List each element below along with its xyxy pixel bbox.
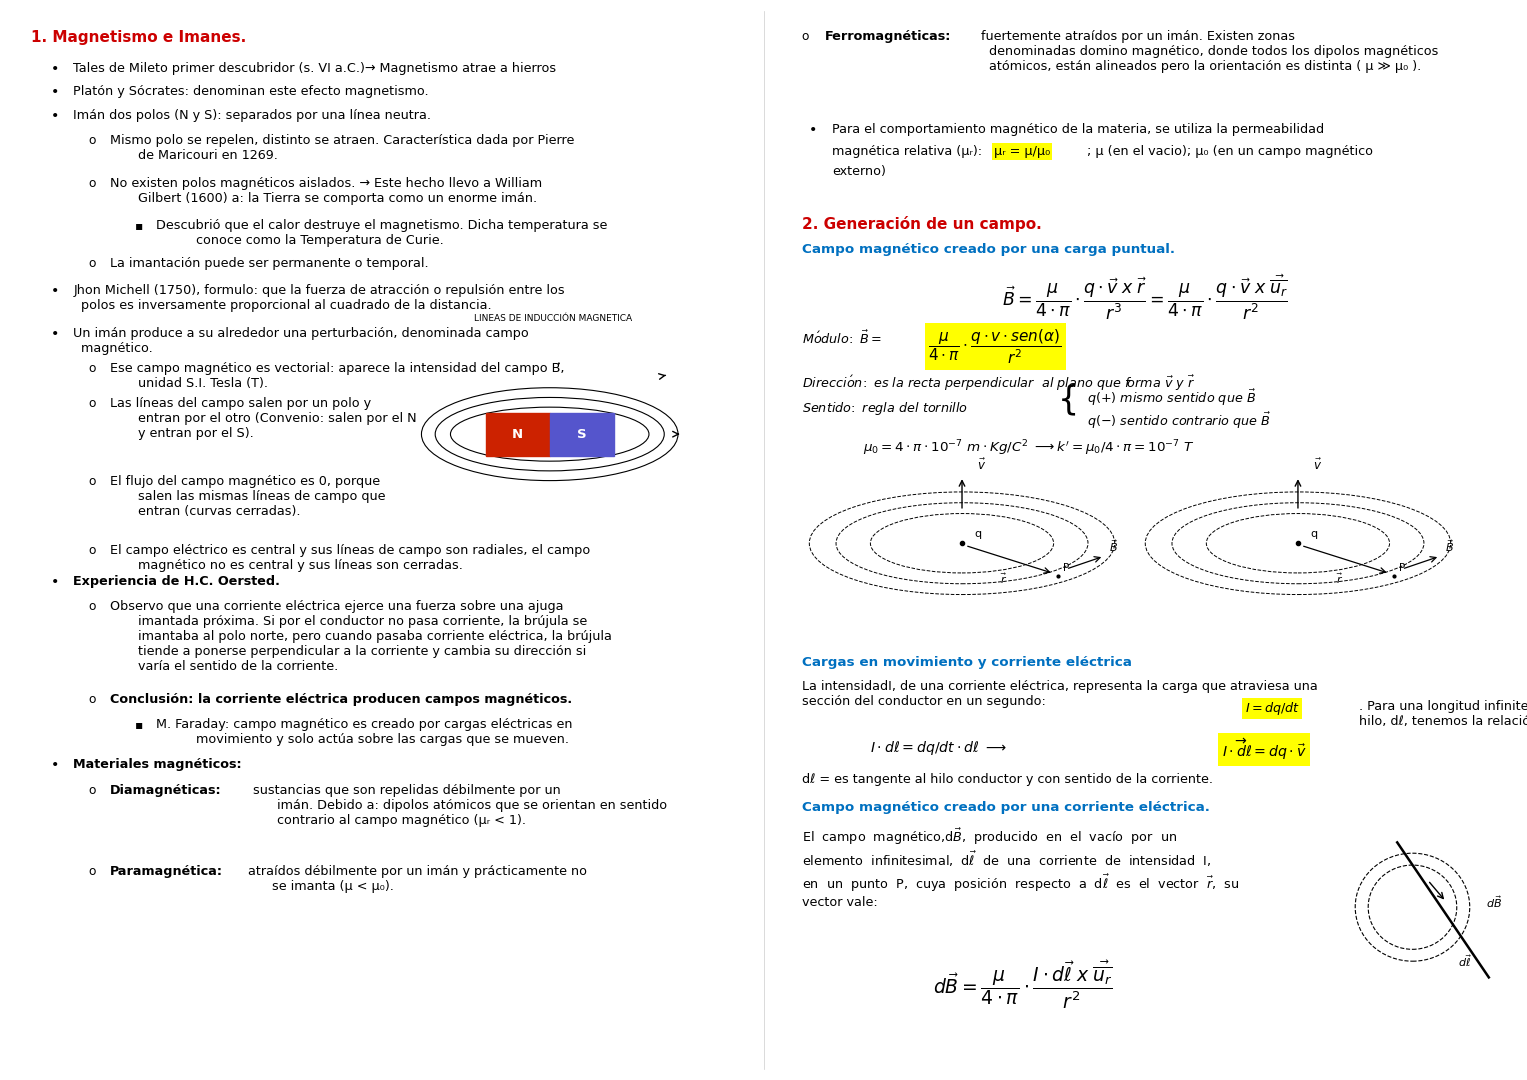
Text: El flujo del campo magnético es 0, porque
       salen las mismas líneas de camp: El flujo del campo magnético es 0, porqu…: [110, 475, 385, 518]
Text: $\vec{r}$: $\vec{r}$: [1000, 571, 1008, 586]
Text: $Sentido\!:\ regla\ del\ tornillo$: $Sentido\!:\ regla\ del\ tornillo$: [802, 400, 968, 417]
Text: o: o: [89, 784, 96, 797]
Text: ▪: ▪: [134, 219, 142, 232]
Text: $I = dq/dt$: $I = dq/dt$: [1245, 700, 1299, 717]
Text: No existen polos magnéticos aislados. → Este hecho llevo a William
       Gilber: No existen polos magnéticos aislados. → …: [110, 177, 542, 205]
Text: $d\vec{\ell}$: $d\vec{\ell}$: [1458, 954, 1472, 969]
Text: $\vec{v}$: $\vec{v}$: [1313, 458, 1322, 473]
Text: fuertemente atraídos por un imán. Existen zonas
   denominadas domino magnético,: fuertemente atraídos por un imán. Existe…: [977, 30, 1438, 73]
Bar: [486, 413, 550, 456]
Text: q: q: [1310, 529, 1318, 539]
Text: La imantación puede ser permanente o temporal.: La imantación puede ser permanente o tem…: [110, 257, 429, 270]
Text: externo): externo): [832, 165, 886, 178]
Text: Experiencia de H.C. Oersted.: Experiencia de H.C. Oersted.: [73, 575, 279, 588]
Text: $Direcci\acute{o}n\!:\ es\ la\ recta\ perpendicular\ \ al\ plano\ que\ f\!orma\ : $Direcci\acute{o}n\!:\ es\ la\ recta\ pe…: [802, 374, 1196, 393]
Text: La intensidadI, de una corriente eléctrica, representa la carga que atraviesa un: La intensidadI, de una corriente eléctri…: [802, 680, 1318, 708]
Text: El  campo  magnético,d$\vec{B}$,  producido  en  el  vacío  por  un
elemento  in: El campo magnético,d$\vec{B}$, producido…: [802, 826, 1238, 908]
Text: •: •: [50, 85, 58, 99]
Text: Cargas en movimiento y corriente eléctrica: Cargas en movimiento y corriente eléctri…: [802, 656, 1132, 669]
Text: $I \cdot d\ell = dq/dt \cdot d\ell \ \longrightarrow$: $I \cdot d\ell = dq/dt \cdot d\ell \ \lo…: [870, 739, 1008, 757]
Text: •: •: [50, 109, 58, 123]
Text: 2. Generación de un campo.: 2. Generación de un campo.: [802, 216, 1041, 232]
Text: Descubrió que el calor destruye el magnetismo. Dicha temperatura se
          co: Descubrió que el calor destruye el magne…: [156, 219, 608, 247]
Text: Jhon Michell (1750), formulo: que la fuerza de atracción o repulsión entre los
 : Jhon Michell (1750), formulo: que la fue…: [73, 284, 565, 312]
Text: Tales de Mileto primer descubridor (s. VI a.C.)→ Magnetismo atrae a hierros: Tales de Mileto primer descubridor (s. V…: [73, 62, 556, 75]
Text: $\vec{B}$: $\vec{B}$: [1109, 538, 1118, 554]
Text: Paramagnética:: Paramagnética:: [110, 865, 223, 878]
Text: o: o: [89, 544, 96, 557]
Text: dℓ = es tangente al hilo conductor y con sentido de la corriente.: dℓ = es tangente al hilo conductor y con…: [802, 773, 1212, 786]
Text: •: •: [50, 575, 58, 589]
Text: Campo magnético creado por una carga puntual.: Campo magnético creado por una carga pun…: [802, 243, 1174, 256]
Text: $\overrightarrow{I \cdot d\ell} = dq \cdot \vec{v}$: $\overrightarrow{I \cdot d\ell} = dq \cd…: [1222, 737, 1307, 762]
Text: $q(-)\ sentido\ contrario\ que\ \vec{B}$: $q(-)\ sentido\ contrario\ que\ \vec{B}$: [1087, 410, 1270, 431]
Text: o: o: [802, 30, 809, 43]
Text: $\vec{r}$: $\vec{r}$: [1336, 571, 1344, 586]
Text: Ese campo magnético es vectorial: aparece la intensidad del campo B⃗,
       uni: Ese campo magnético es vectorial: aparec…: [110, 362, 565, 390]
Text: El campo eléctrico es central y sus líneas de campo son radiales, el campo
     : El campo eléctrico es central y sus líne…: [110, 544, 591, 572]
Text: o: o: [89, 177, 96, 190]
Text: •: •: [809, 123, 817, 137]
Text: $\mu_0 = 4 \cdot \pi \cdot 10^{-7}\ m \cdot Kg/C^2\ \longrightarrow k' = \mu_0/4: $\mu_0 = 4 \cdot \pi \cdot 10^{-7}\ m \c…: [863, 438, 1194, 458]
Text: μᵣ = μ/μ₀: μᵣ = μ/μ₀: [994, 145, 1051, 158]
Text: •: •: [50, 758, 58, 772]
Text: {: {: [1058, 383, 1080, 416]
Text: $q(+)\ mismo\ sentido\ que\ \vec{B}$: $q(+)\ mismo\ sentido\ que\ \vec{B}$: [1087, 388, 1257, 408]
Text: o: o: [89, 600, 96, 613]
Text: $d\vec{B} = \dfrac{\mu}{4 \cdot \pi} \cdot \dfrac{I \cdot d\vec{\ell}\; x\; \vec: $d\vec{B} = \dfrac{\mu}{4 \cdot \pi} \cd…: [933, 959, 1113, 1012]
Text: Diamagnéticas:: Diamagnéticas:: [110, 784, 221, 797]
Text: $\vec{B}$: $\vec{B}$: [1445, 538, 1454, 554]
Text: •: •: [50, 327, 58, 341]
Text: P: P: [1063, 564, 1069, 573]
Text: ▪: ▪: [134, 718, 142, 731]
Text: Las líneas del campo salen por un polo y
       entran por el otro (Convenio: sa: Las líneas del campo salen por un polo y…: [110, 397, 417, 441]
Text: o: o: [89, 397, 96, 410]
Text: atraídos débilmente por un imán y prácticamente no
       se imanta (μ < μ₀).: atraídos débilmente por un imán y prácti…: [244, 865, 588, 893]
Text: o: o: [89, 475, 96, 488]
Text: Imán dos polos (N y S): separados por una línea neutra.: Imán dos polos (N y S): separados por un…: [73, 109, 431, 122]
Text: sustancias que son repelidas débilmente por un
       imán. Debido a: dipolos at: sustancias que son repelidas débilmente …: [249, 784, 667, 827]
Text: q: q: [974, 529, 982, 539]
Text: Campo magnético creado por una corriente eléctrica.: Campo magnético creado por una corriente…: [802, 801, 1209, 814]
Text: LINEAS DE INDUCCIÓN MAGNETICA: LINEAS DE INDUCCIÓN MAGNETICA: [473, 314, 632, 323]
Text: o: o: [89, 362, 96, 375]
Text: 1. Magnetismo e Imanes.: 1. Magnetismo e Imanes.: [31, 30, 246, 45]
Text: Para el comportamiento magnético de la materia, se utiliza la permeabilidad: Para el comportamiento magnético de la m…: [832, 123, 1324, 136]
Text: Ferromagnéticas:: Ferromagnéticas:: [825, 30, 951, 43]
Text: N: N: [512, 428, 524, 441]
Text: o: o: [89, 134, 96, 147]
Text: $\dfrac{\mu}{4 \cdot \pi} \cdot \dfrac{q \cdot v \cdot sen(\alpha)}{r^2}$: $\dfrac{\mu}{4 \cdot \pi} \cdot \dfrac{q…: [928, 327, 1061, 366]
Text: Conclusión: la corriente eléctrica producen campos magnéticos.: Conclusión: la corriente eléctrica produ…: [110, 693, 573, 706]
Text: o: o: [89, 865, 96, 878]
Text: o: o: [89, 693, 96, 706]
Text: . Para una longitud infinitesimal de
hilo, dℓ, tenemos la relación:: . Para una longitud infinitesimal de hil…: [1359, 700, 1527, 728]
Text: •: •: [50, 284, 58, 298]
Text: Platón y Sócrates: denominan este efecto magnetismo.: Platón y Sócrates: denominan este efecto…: [73, 85, 429, 98]
Text: Observo que una corriente eléctrica ejerce una fuerza sobre una ajuga
       ima: Observo que una corriente eléctrica ejer…: [110, 600, 612, 674]
Text: $\vec{v}$: $\vec{v}$: [977, 458, 986, 473]
Text: Mismo polo se repelen, distinto se atraen. Característica dada por Pierre
      : Mismo polo se repelen, distinto se atrae…: [110, 134, 574, 162]
Text: M. Faraday: campo magnético es creado por cargas eléctricas en
          movimie: M. Faraday: campo magnético es creado po…: [156, 718, 573, 746]
Bar: [550, 413, 614, 456]
Text: Materiales magnéticos:: Materiales magnéticos:: [73, 758, 241, 771]
Text: $d\vec{B}$: $d\vec{B}$: [1486, 894, 1501, 909]
Text: Un imán produce a su alrededor una perturbación, denominada campo
  magnético.: Un imán produce a su alrededor una pertu…: [73, 327, 528, 355]
Text: $M\acute{o}dulo\!:\ \vec{B} = $: $M\acute{o}dulo\!:\ \vec{B} = $: [802, 329, 883, 347]
Text: $\vec{B} = \dfrac{\mu}{4 \cdot \pi} \cdot \dfrac{q \cdot \vec{v}\; x\; \vec{r}}{: $\vec{B} = \dfrac{\mu}{4 \cdot \pi} \cdo…: [1002, 272, 1289, 322]
Text: magnética relativa (μᵣ):: magnética relativa (μᵣ):: [832, 145, 986, 158]
Text: o: o: [89, 257, 96, 270]
Text: P: P: [1399, 564, 1405, 573]
Text: •: •: [50, 62, 58, 76]
Text: S: S: [577, 428, 586, 441]
Text: ; μ (en el vacio); μ₀ (en un campo magnético: ; μ (en el vacio); μ₀ (en un campo magné…: [1083, 145, 1373, 158]
